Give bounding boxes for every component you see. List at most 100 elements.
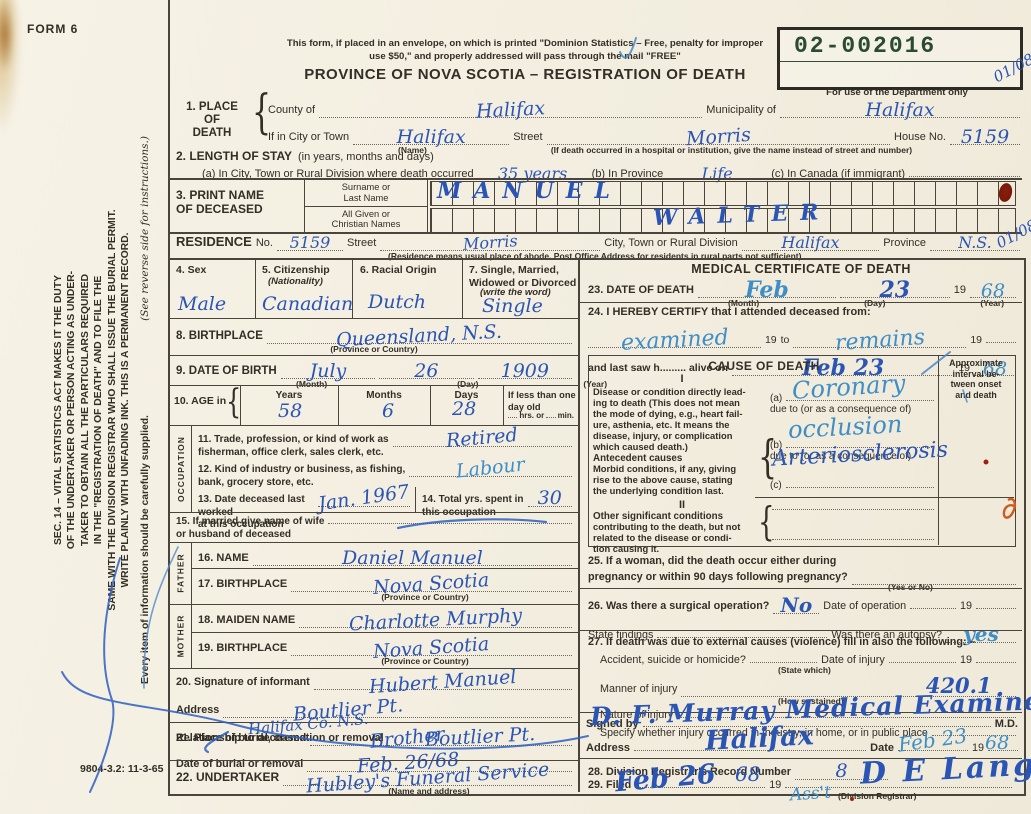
s27-which: (State which) [778, 665, 831, 675]
occupation-strip-label: OCCUPATION [175, 435, 186, 502]
s1-street-value: Morris [685, 123, 752, 151]
s26-y19: 19 [960, 600, 973, 612]
s10-hrs: hrs. or [519, 411, 545, 420]
s7-sub: (write the word) [480, 287, 551, 298]
s27-acc: Accident, suicide or homicide? [600, 654, 746, 666]
s21-label: 21. Place of burial, cremation or remova… [176, 732, 384, 744]
s20-addr-label: Address [176, 704, 220, 716]
s24-y2: 19 [970, 334, 983, 346]
s3-given-label: All Given or Christian Names [331, 208, 401, 230]
s9-month: July [309, 360, 347, 382]
s2-title-sub: (in years, months and days) [298, 151, 434, 163]
s1-brace: { [252, 86, 272, 141]
residence-note: (Residence means usual place of abode. P… [388, 251, 802, 261]
s24-to: to [780, 334, 790, 346]
sec14-notice: SEC. 14 – VITAL STATISTICS ACT MAKES IT … [53, 209, 131, 611]
s20-value: Hubert Manuel [368, 665, 518, 699]
s16-label: 16. NAME [198, 552, 249, 564]
s10-months-h: Months [366, 390, 402, 401]
cause-c: (c) [770, 480, 782, 491]
antecedent-brace: { [758, 431, 778, 484]
surname-letter-grid: MANUEL [430, 178, 1016, 206]
paper-stain-dark [0, 0, 14, 70]
s9-year: 1909 [500, 360, 549, 382]
signed-addr-value: Halifax [704, 720, 815, 757]
s2-c-label: (c) In Canada (if immigrant) [771, 168, 906, 180]
s1-street-label: Street [513, 131, 543, 143]
s27-nature: Nature of injury [600, 708, 674, 721]
stamp-number: 02-002016 [794, 33, 937, 59]
s27-manner: Manner of injury [600, 683, 678, 696]
signed-md: M.D. [994, 718, 1018, 730]
s27-inj: Date of injury [821, 654, 885, 666]
s1-label: 1. PLACE OF DEATH [186, 101, 238, 140]
s29-year-value: 68 [735, 762, 761, 786]
s18-label: 18. MAIDEN NAME [198, 614, 296, 626]
cause-other-b: Other significant conditions [593, 511, 724, 522]
cause-roman2: II [678, 499, 686, 511]
signed-y19: 19 [971, 742, 984, 754]
s21-date-label: Date of burial or removal [176, 758, 304, 770]
s2-b-value: Life [701, 164, 733, 183]
cause-a-value: Coronary [791, 369, 907, 405]
column-divider [578, 258, 580, 792]
main-form-box [168, 258, 1026, 796]
s27-specify: Specify whether injury occurred in Indus… [600, 726, 928, 739]
s2-a-value: 35 years [497, 164, 568, 183]
s29-registrar-sig: D E Lang [859, 747, 1031, 792]
s1-county-value: Halifax [475, 97, 546, 123]
form-number: FORM 6 [27, 22, 79, 36]
s26-label: 26. Was there a surgical operation? [588, 600, 770, 612]
residence-no-value: 5159 [289, 233, 331, 252]
s26-find-label: State findings [588, 629, 654, 641]
s6-value: Dutch [368, 291, 426, 313]
s10-years-h: Years [275, 390, 303, 401]
cause-roman1: I [680, 373, 684, 385]
s7-label: 7. Single, Married, Widowed or Divorced [469, 264, 577, 289]
s3-print-name-box: 3. PRINT NAME OF DECEASED Surname or Las… [168, 178, 1022, 234]
s24-l3: and last saw h......... alive on [588, 362, 729, 374]
s10-brace: { [226, 382, 242, 422]
cause-a: (a) [770, 393, 783, 404]
mother-strip: MOTHER [170, 604, 192, 668]
s23-ysub: (Year) [980, 298, 1005, 308]
s12-value: Labour [455, 453, 526, 483]
s9-year-sub: (Year) [583, 379, 608, 389]
cause-due2: due to (or as a consequence of) [770, 451, 912, 462]
s5-label: 5. Citizenship [262, 264, 330, 276]
s10-months: 6 [382, 400, 395, 422]
s24-hw3: Feb 23 [802, 355, 885, 381]
s10-years: 58 [278, 400, 303, 422]
s24-hw1: examined [620, 325, 729, 356]
s19-label: 19. BIRTHPLACE [198, 642, 288, 654]
s22-sub: (Name and address) [388, 786, 470, 796]
signed-addr-label: Address [586, 742, 631, 754]
signed-label: Signed by [586, 718, 639, 730]
s9-day-sub: (Day) [457, 379, 479, 389]
s1-municipality-label: Municipality of [706, 104, 776, 116]
cause-other: contributing to the death, but not relat… [593, 521, 741, 555]
s8-sub: (Province or Country) [330, 344, 418, 354]
residence-province-label: Province [883, 237, 926, 249]
s24-hw2: remains [834, 324, 926, 357]
s9-month-sub: (Month) [296, 379, 328, 389]
residence-street-label: Street [346, 237, 377, 249]
s3-label: 3. PRINT NAME OF DECEASED [176, 188, 265, 217]
other-brace: { [758, 500, 775, 546]
cause-of-death-box [588, 355, 1016, 547]
s29-asst: Ass't [789, 782, 832, 806]
s23-dsub: (Day) [864, 298, 886, 308]
s27-y19a: 19 [960, 654, 973, 666]
mail-note: This form, if placed in an envelope, on … [286, 38, 764, 63]
cause-ant: Morbid conditions, if any, giving rise t… [593, 463, 737, 497]
s23-month: Feb [744, 277, 789, 303]
s15-blank [328, 519, 572, 524]
s10-min: min. [557, 411, 575, 420]
s13-value: Jan. 1967 [317, 480, 412, 516]
red-seal-dot [997, 181, 1014, 204]
cause-ant-b: Antecedent causes [593, 453, 683, 464]
cause-disease-text: Disease or condition directly lead- ing … [593, 386, 746, 453]
reverse-side-note: (See reverse side for instructions.) [139, 136, 152, 321]
s15-label: 15. If married give name of wife or husb… [176, 516, 325, 540]
